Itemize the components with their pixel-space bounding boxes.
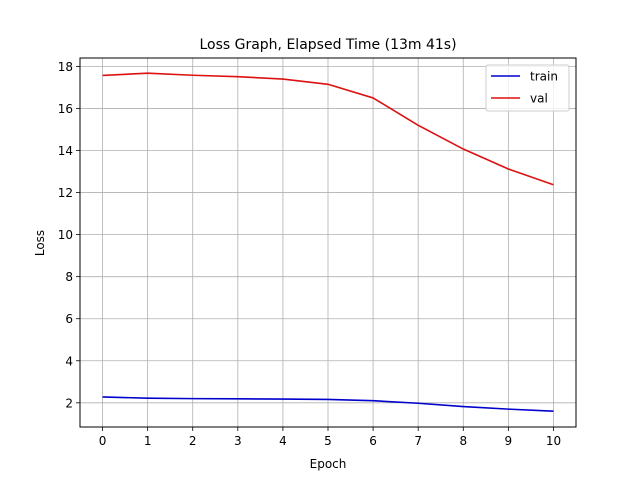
x-tick-label: 7 [414,434,422,448]
val-series-line [102,72,554,186]
legend-label: val [530,92,548,106]
x-tick-label: 0 [99,434,107,448]
x-tick-label: 2 [189,434,197,448]
x-tick-label: 6 [369,434,377,448]
y-axis-label: Loss [33,230,47,256]
x-tick-label: 5 [324,434,332,448]
train-series-line [102,396,554,413]
x-tick-label: 8 [459,434,467,448]
x-tick-label: 3 [234,434,242,448]
y-tick-label: 4 [65,354,73,368]
x-tick-label: 4 [279,434,287,448]
y-tick-label: 6 [65,312,73,326]
x-tick-label: 1 [144,434,152,448]
y-tick-label: 18 [58,60,73,74]
chart-title: Loss Graph, Elapsed Time (13m 41s) [199,37,456,53]
legend-label: train [530,70,558,84]
series-lines [102,72,554,413]
x-axis-label: Epoch [310,457,347,471]
y-tick-label: 16 [58,102,73,116]
x-tick-label: 10 [546,434,561,448]
y-tick-label: 2 [65,396,73,410]
legend: train val [485,64,570,112]
y-tick-label: 12 [58,186,73,200]
y-tick-label: 14 [58,144,73,158]
y-tick-label: 10 [58,228,73,242]
x-tick-label: 9 [505,434,513,448]
y-tick-label: 8 [65,270,73,284]
